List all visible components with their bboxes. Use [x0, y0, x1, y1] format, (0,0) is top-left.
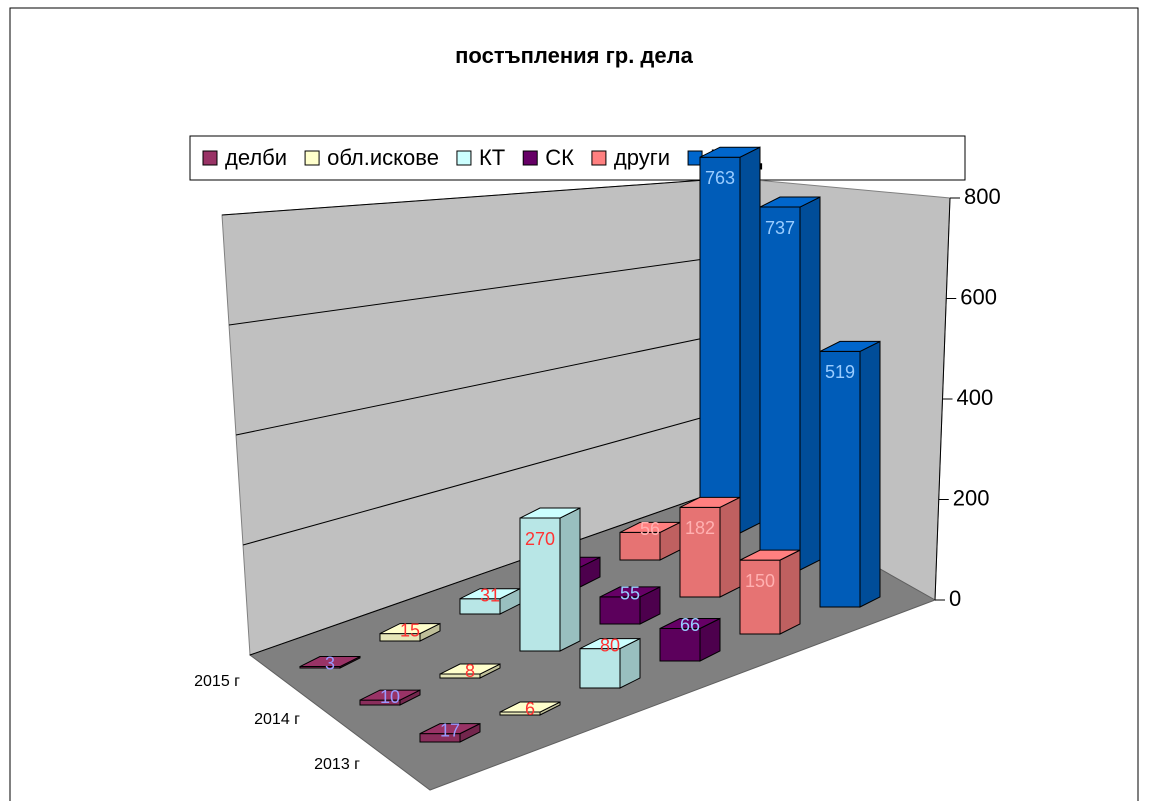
- bar: [499, 701, 561, 716]
- data-label: 10: [380, 687, 400, 707]
- bar-top: [379, 623, 441, 635]
- bar: [419, 722, 481, 743]
- bar-top: [359, 689, 421, 701]
- chart-title: постъпления гр. дела: [455, 43, 693, 68]
- data-label: 66: [680, 615, 700, 635]
- bar: [739, 549, 801, 635]
- data-label: 3: [325, 653, 335, 673]
- bar: [359, 689, 421, 706]
- data-label: 519: [825, 362, 855, 382]
- legend-swatch: [304, 150, 320, 166]
- data-label: 55: [620, 584, 640, 604]
- data-label: 8: [465, 661, 475, 681]
- bar: [299, 655, 361, 669]
- data-label: 182: [685, 518, 715, 538]
- legend-label: обл.искове: [327, 145, 439, 170]
- bar-top: [739, 549, 801, 561]
- legend-label: делби: [225, 145, 287, 170]
- bar-top: [679, 496, 741, 508]
- legend-swatch: [591, 150, 607, 166]
- data-label: 737: [765, 218, 795, 238]
- bar: [759, 196, 821, 571]
- bar-top: [599, 586, 661, 598]
- category-label: 2014 г: [254, 711, 300, 728]
- legend-label: СК: [545, 145, 574, 170]
- legend-label: други: [614, 145, 670, 170]
- grid-line: [242, 408, 734, 546]
- bar-top: [759, 196, 821, 208]
- bar-top: [699, 146, 761, 158]
- data-label: 15: [400, 620, 420, 640]
- bar-front: [699, 156, 741, 534]
- grid-line: [249, 485, 734, 656]
- bar-top: [819, 340, 881, 352]
- bar: [519, 507, 581, 652]
- data-label: 6: [525, 699, 535, 719]
- grid-line: [228, 254, 734, 326]
- legend-label: КТ: [479, 145, 505, 170]
- y-tick-label: 600: [960, 284, 997, 309]
- bar-side: [799, 196, 821, 571]
- bar: [599, 586, 661, 625]
- bar: [699, 146, 761, 534]
- bar-top: [439, 663, 501, 675]
- y-tick-label: 400: [957, 385, 994, 410]
- bar-side: [779, 549, 801, 635]
- bar: [679, 496, 741, 598]
- y-tick-label: 800: [964, 184, 1001, 209]
- bar: [579, 637, 641, 689]
- bar: [619, 521, 681, 561]
- legend-swatch: [202, 150, 218, 166]
- grid-line: [235, 331, 734, 436]
- category-label: 2015 г: [194, 673, 240, 690]
- data-label: 763: [705, 168, 735, 188]
- bar-top: [579, 638, 641, 650]
- y-axis: [934, 197, 951, 601]
- bar-front: [759, 206, 801, 571]
- y-tick-label: 200: [953, 485, 990, 510]
- bar-top: [299, 656, 361, 668]
- bar-side: [739, 146, 761, 534]
- bar-side: [859, 340, 881, 608]
- data-label: 80: [600, 635, 620, 655]
- data-label: 150: [745, 571, 775, 591]
- data-label: 56: [640, 519, 660, 539]
- bar: [459, 587, 521, 615]
- data-label: 31: [480, 585, 500, 605]
- legend-swatch: [456, 150, 472, 166]
- bar: [659, 617, 721, 662]
- bar-side: [559, 507, 581, 652]
- bar: [379, 622, 441, 642]
- legend-swatch: [522, 150, 538, 166]
- data-label: 17: [440, 720, 460, 740]
- bar-top: [419, 723, 481, 735]
- category-label: 2013 г: [314, 756, 360, 773]
- bar-side: [719, 496, 741, 598]
- bar-top: [499, 701, 561, 713]
- bar-front: [819, 350, 861, 608]
- bar: [819, 340, 881, 608]
- bar: [439, 663, 501, 679]
- grid-line: [221, 177, 734, 216]
- bar-top: [519, 507, 581, 519]
- bar-top: [659, 617, 721, 629]
- data-label: 270: [525, 529, 555, 549]
- y-tick-label: 0: [949, 586, 961, 611]
